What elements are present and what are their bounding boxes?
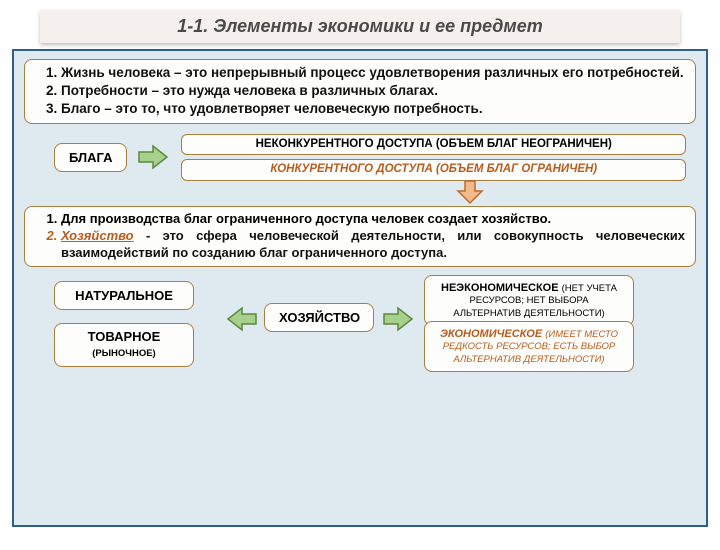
economy-noneconomic: НЕЭКОНОМИЧЕСКОЕ (НЕТ УЧЕТА РЕСУРСОВ; НЕТ… <box>424 275 634 326</box>
economy-natural: НАТУРАЛЬНОЕ <box>54 281 194 310</box>
def1-item-1: Жизнь человека – это непрерывный процесс… <box>61 64 685 82</box>
arrow-right2-icon <box>382 305 416 333</box>
def1-item-3: Благо – это то, что удовлетворяет челове… <box>61 100 685 118</box>
nonecon-main: НЕЭКОНОМИЧЕСКОЕ <box>441 282 562 294</box>
economy-goods-main: ТОВАРНОЕ <box>88 329 161 344</box>
def2-lead: Хозяйство <box>61 228 134 243</box>
def1-item-2: Потребности – это нужда человека в разли… <box>61 82 685 100</box>
arrow-left-icon <box>224 305 258 333</box>
main-panel: Жизнь человека – это непрерывный процесс… <box>12 49 708 527</box>
competitive-access: КОНКУРЕНТНОГО ДОСТУПА (ОБЪЕМ БЛАГ ОГРАНИ… <box>181 159 686 181</box>
economy-center: ХОЗЯЙСТВО <box>264 303 374 332</box>
goods-row: БЛАГА НЕКОНКУРЕНТНОГО ДОСТУПА (ОБЪЕМ БЛА… <box>54 134 696 182</box>
def2-item-2: Хозяйство - это сфера человеческой деяте… <box>61 228 685 262</box>
goods-label: БЛАГА <box>54 143 127 172</box>
definitions-box-1: Жизнь человека – это непрерывный процесс… <box>24 59 696 124</box>
def2-rest: - это сфера человеческой деятельности, и… <box>61 228 685 260</box>
economy-goods-sub: (РЫНОЧНОЕ) <box>92 348 155 359</box>
economy-goods: ТОВАРНОЕ (РЫНОЧНОЕ) <box>54 323 194 367</box>
arrow-down-icon <box>455 179 485 205</box>
economy-economic: ЭКОНОМИЧЕСКОЕ (ИМЕЕТ МЕСТО РЕДКОСТЬ РЕСУ… <box>424 321 634 372</box>
slide-title: 1-1. Элементы экономики и ее предмет <box>40 10 680 43</box>
econ-main: ЭКОНОМИЧЕСКОЕ <box>440 328 545 340</box>
noncompetitive-access: НЕКОНКУРЕНТНОГО ДОСТУПА (ОБЪЕМ БЛАГ НЕОГ… <box>181 134 686 156</box>
economy-row: ХОЗЯЙСТВО НАТУРАЛЬНОЕ ТОВАРНОЕ (РЫНОЧНОЕ… <box>24 275 696 367</box>
definitions-box-2: Для производства благ ограниченного дост… <box>24 206 696 267</box>
def2-item-1: Для производства благ ограниченного дост… <box>61 211 685 228</box>
arrow-right-icon <box>137 143 171 171</box>
